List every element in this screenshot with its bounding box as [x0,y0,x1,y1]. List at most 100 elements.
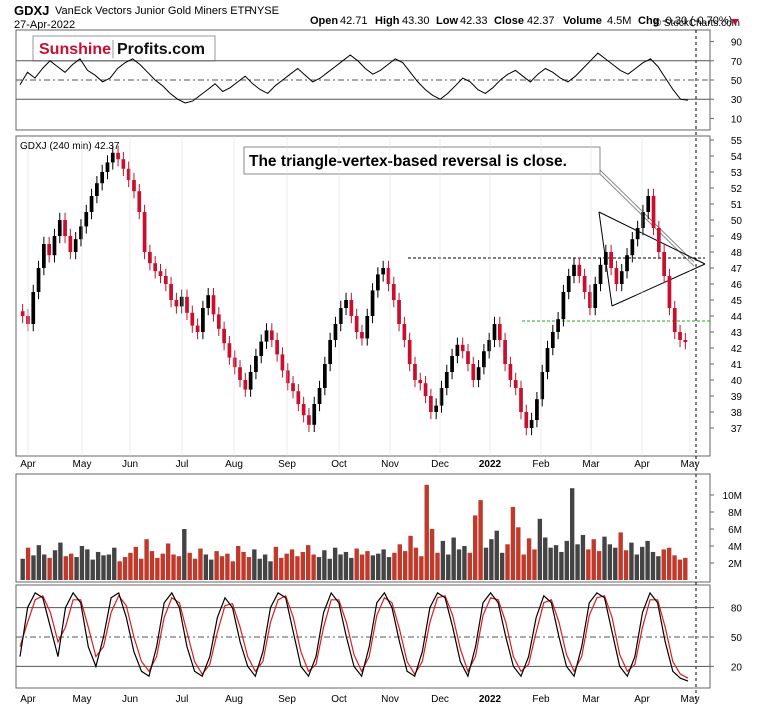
price-candle [381,268,386,275]
month-label: Jun [122,459,138,470]
price-candle [508,364,513,380]
price-candle [57,220,62,236]
volume-bar [246,557,252,580]
close-label: Close [494,15,524,27]
price-candle [646,196,651,212]
price-candle [79,226,83,240]
volume-bar [435,552,440,580]
price-candle [280,354,285,371]
month-label: Apr [20,459,36,470]
price-candle [84,212,89,227]
price-axis-tick-label: 45 [731,296,743,307]
high-label: High [375,15,400,27]
price-candle [561,292,566,320]
volume-bar [629,542,634,580]
price-candle [376,274,380,291]
volume-bar [279,557,284,580]
volume-bar [446,554,451,580]
price-candle [492,324,497,340]
price-candle [450,356,454,372]
volume-bar [618,532,623,580]
price-candle [328,340,332,364]
price-candle [397,300,401,324]
price-candle [322,364,327,388]
volume-bar [521,554,526,580]
price-candle [312,404,317,425]
volume-bar [262,554,268,580]
volume-bar [343,551,349,580]
volume-bar [219,556,225,580]
price-candle [36,268,41,292]
price-candle [683,340,688,343]
month-label: May [73,459,92,470]
volume-bar [381,549,386,580]
price-candle [370,290,375,316]
price-candle [31,292,36,324]
price-candle [672,308,677,332]
volume-bar [489,539,494,580]
price-candle [466,351,470,364]
rsi-line [19,52,689,104]
stochastic-plot [16,591,710,682]
month-label-bottom: Jul [176,694,189,705]
volume-bar [101,555,106,580]
price-candle [407,340,412,364]
price-candle [630,239,635,256]
volume-bar [235,546,241,580]
price-candle [354,316,359,332]
price-candle [423,383,428,396]
volume-bar [47,557,52,580]
price-axis-tick-label: 41 [731,360,743,371]
price-candle [132,180,136,192]
volume-bar [591,539,596,580]
volume-bar [456,549,462,580]
price-candle [540,372,545,400]
price-candle [360,332,364,339]
price-candle [169,284,173,300]
price-candle [190,312,195,326]
volume-bar [52,550,58,580]
volume-bar [252,549,257,580]
price-candle [259,341,264,356]
volume-bar [295,556,300,580]
volume-bar [559,551,564,580]
down-arrow-icon [731,19,739,25]
ohlc-readout: Open 42.71 High 43.30 Low 42.33 Close 42… [310,15,739,27]
price-candle [402,324,407,340]
volume-bar [112,547,117,580]
rsi-axis-tick-label: 90 [731,38,743,49]
volume-bar [397,544,402,580]
month-label: Mar [582,459,600,470]
volume-bar [543,537,548,580]
price-candle [566,276,571,292]
price-candle [434,405,439,412]
price-candle [153,263,158,272]
volume-bar [20,558,25,580]
month-label: Sep [278,459,296,470]
price-candle [227,343,232,358]
price-candle [662,252,666,276]
month-label: Oct [331,459,347,470]
volume-bar [478,500,483,580]
price-candle [47,244,52,256]
price-candle [365,316,370,339]
price-candle [439,388,444,406]
volume-bar [419,556,424,580]
open-label: Open [310,15,338,27]
volume-bar [42,554,47,580]
price-candle [577,264,582,276]
price-candle [413,364,417,380]
price-candle [482,351,486,368]
price-axis-tick-label: 40 [731,376,743,387]
price-candle [651,196,656,228]
price-candle [296,391,301,404]
price-candle [179,296,184,307]
price-candle [524,412,529,428]
volume-bar [516,527,521,580]
low-value: 42.33 [460,15,488,27]
volume-bar [106,554,112,580]
volume-bar [462,546,467,580]
stochastic-k-line [19,591,689,682]
volume-bar [139,558,144,580]
